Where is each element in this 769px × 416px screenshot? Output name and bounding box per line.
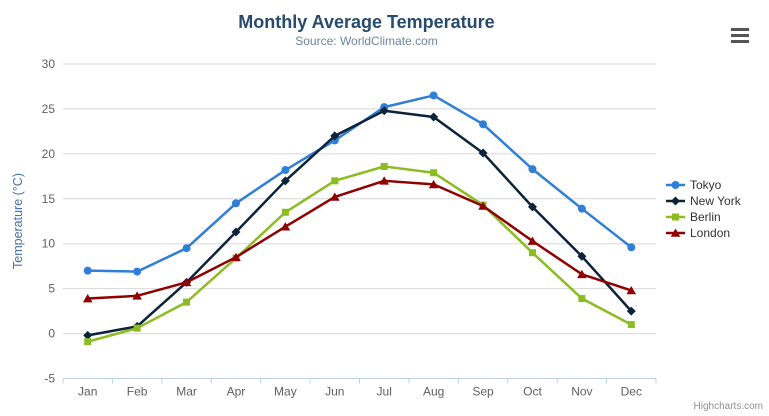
- grid-layer: [63, 63, 656, 379]
- series-london-marker: [478, 201, 488, 210]
- series-berlin-marker: [528, 249, 536, 257]
- series-new-york: [83, 106, 636, 340]
- series-new-york-marker: [83, 330, 93, 340]
- y-axis-label: 25: [42, 102, 56, 116]
- legend-label-berlin: Berlin: [690, 210, 721, 224]
- series-new-york-marker: [429, 112, 439, 122]
- series-tokyo-marker: [528, 165, 537, 174]
- new-york-series-marker-icon: [666, 196, 685, 206]
- series-berlin-marker: [627, 321, 635, 329]
- hamburger-icon: [731, 27, 749, 31]
- x-axis-label: Jan: [78, 385, 97, 399]
- series-london-marker: [132, 291, 142, 300]
- x-axis-label: Apr: [227, 385, 246, 399]
- y-axis-label: 10: [42, 237, 56, 251]
- x-axis-label: Aug: [423, 385, 444, 399]
- series-london-marker: [626, 285, 637, 295]
- series-berlin-marker: [380, 162, 388, 170]
- legend-item-new-york[interactable]: New York: [666, 193, 741, 209]
- berlin-series-marker-icon: [666, 213, 685, 221]
- series-london-marker: [527, 236, 538, 245]
- series-new-york-marker: [577, 251, 587, 261]
- y-axis-label: 0: [48, 327, 55, 341]
- x-axis-label: Oct: [523, 385, 542, 399]
- series-london-marker: [181, 277, 192, 287]
- series-london-marker: [329, 192, 340, 201]
- x-axis-label: Sep: [472, 385, 494, 399]
- series-tokyo-marker: [479, 120, 488, 129]
- series-tokyo-marker: [182, 244, 191, 253]
- series-berlin-marker: [331, 177, 339, 185]
- x-axis-label: Jun: [325, 385, 344, 399]
- series-berlin-marker: [578, 295, 586, 303]
- legend: Tokyo New York Berlin London: [666, 177, 741, 241]
- series-berlin-marker: [281, 208, 289, 216]
- berlin-legend-marker: [672, 213, 679, 221]
- x-axis-label: Dec: [621, 385, 642, 399]
- series-new-york-marker: [626, 306, 636, 316]
- series-new-york-marker: [231, 227, 241, 237]
- series-london-marker: [231, 252, 241, 261]
- series-new-york-marker: [527, 202, 537, 212]
- axis-layer: -5 0 5 10 15 20 25 30 Jan Feb Mar Apr May Jun Jul Aug Se…: [42, 57, 657, 399]
- hamburger-icon: [731, 39, 749, 43]
- y-axis-title: Temperature (°C): [11, 173, 25, 269]
- x-axis-label: Mar: [176, 385, 197, 399]
- legend-item-london[interactable]: London: [666, 225, 741, 241]
- x-axis-label: Feb: [127, 385, 148, 399]
- x-axis-label: May: [274, 385, 297, 399]
- london-legend-marker: [670, 228, 681, 237]
- series-tokyo-marker: [627, 243, 636, 252]
- series-tokyo-line: [86, 94, 633, 273]
- y-axis-label: 20: [42, 147, 56, 161]
- series-layer: [82, 91, 637, 346]
- series-tokyo-marker: [281, 166, 290, 175]
- series-berlin-marker: [430, 169, 438, 177]
- legend-label-london: London: [690, 226, 731, 240]
- series-london-marker: [379, 176, 390, 185]
- series-london-marker: [280, 222, 291, 231]
- x-axis-label: Nov: [571, 385, 592, 399]
- chart-context-menu-button[interactable]: [728, 24, 752, 46]
- legend-label-new-york: New York: [690, 194, 741, 208]
- series-berlin-line: [86, 165, 633, 343]
- series-london-marker: [82, 294, 93, 303]
- series-berlin-marker: [183, 298, 191, 306]
- london-series-marker-icon: [666, 228, 685, 237]
- hamburger-icon: [731, 33, 749, 37]
- series-tokyo: [83, 91, 636, 276]
- y-axis-label: 5: [48, 282, 55, 296]
- new-york-legend-marker: [671, 196, 680, 206]
- legend-label-tokyo: Tokyo: [690, 178, 722, 192]
- series-tokyo-marker: [231, 199, 240, 208]
- highcharts-credit[interactable]: Highcharts.com: [693, 401, 763, 412]
- legend-item-tokyo[interactable]: Tokyo: [666, 177, 741, 193]
- y-axis-label: -5: [44, 372, 55, 386]
- series-new-york-marker: [478, 148, 488, 158]
- legend-item-berlin[interactable]: Berlin: [666, 209, 741, 225]
- chart-subtitle: Source: WorldClimate.com: [295, 34, 438, 48]
- series-tokyo-marker: [83, 266, 92, 275]
- series-tokyo-marker: [133, 267, 142, 276]
- y-axis-label: 30: [42, 57, 56, 71]
- x-axis-label: Jul: [377, 385, 392, 399]
- y-axis-label: 15: [42, 192, 56, 206]
- series-london-line: [86, 179, 633, 300]
- series-new-york-line: [86, 109, 633, 337]
- series-new-york-marker: [330, 131, 340, 141]
- series-new-york-marker: [379, 106, 389, 116]
- chart-title: Monthly Average Temperature: [238, 12, 495, 32]
- series-london: [82, 176, 637, 303]
- series-berlin-marker: [133, 324, 141, 332]
- series-tokyo-marker: [429, 91, 438, 100]
- tokyo-legend-marker: [671, 181, 680, 189]
- series-london-marker: [577, 269, 587, 279]
- series-tokyo-marker: [577, 204, 586, 213]
- series-london-marker: [428, 179, 439, 189]
- series-new-york-marker: [280, 176, 290, 186]
- tokyo-series-marker-icon: [666, 181, 685, 189]
- series-berlin-marker: [84, 338, 92, 346]
